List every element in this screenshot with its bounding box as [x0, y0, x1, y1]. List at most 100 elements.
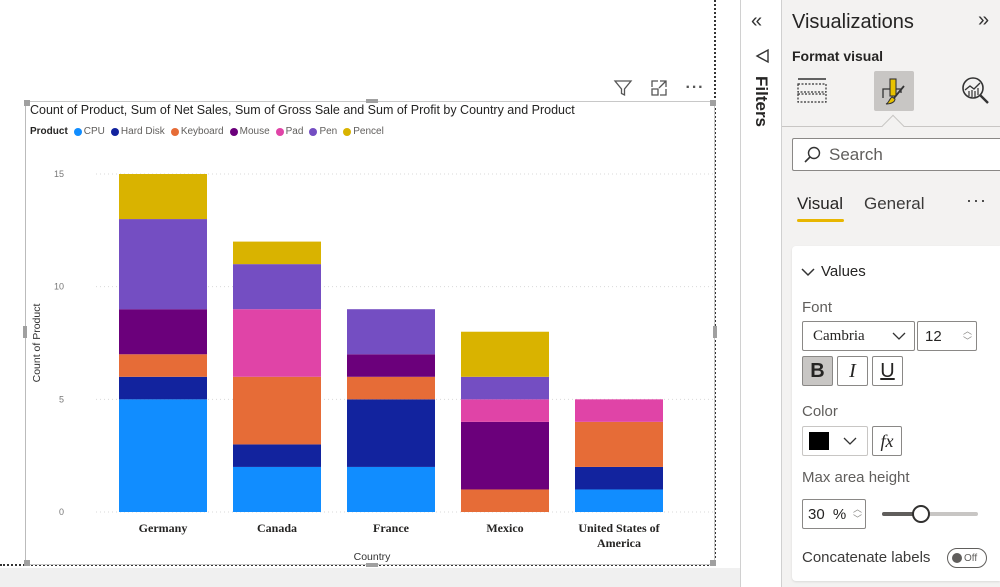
legend-label: Pad: [285, 126, 304, 137]
bar-segment[interactable]: [575, 466, 663, 490]
legend-marker: [73, 127, 82, 136]
y-axis-label: Count of Product: [31, 304, 43, 383]
bar-segment[interactable]: [347, 354, 435, 377]
values-header-label: Values: [821, 263, 866, 280]
underline-button[interactable]: U: [872, 356, 903, 386]
max-area-spin-buttons[interactable]: ︿ ﹀: [853, 504, 862, 524]
chevron-down-icon[interactable]: ﹀: [962, 336, 972, 346]
subtab-general[interactable]: General: [864, 194, 925, 213]
subtab-visual[interactable]: Visual: [797, 194, 843, 213]
legend-marker: [309, 127, 318, 136]
resize-handle-top-left[interactable]: [24, 100, 30, 106]
legend-item[interactable]: Pad: [275, 126, 304, 137]
resize-handle-top[interactable]: [366, 99, 378, 103]
bar-segment[interactable]: [347, 309, 435, 355]
resize-handle-bottom-left[interactable]: [24, 560, 30, 566]
legend-title: Product: [30, 126, 68, 137]
legend-marker: [110, 127, 119, 136]
bar-segment[interactable]: [119, 376, 207, 400]
bar-segment[interactable]: [347, 376, 435, 400]
format-visual-tab[interactable]: [874, 71, 914, 111]
font-size-spin-buttons[interactable]: ︿ ﹀: [963, 326, 972, 346]
bar-segment[interactable]: [461, 331, 549, 377]
bar-segment[interactable]: [233, 241, 321, 265]
slider-track: [882, 512, 978, 516]
max-area-unit: %: [832, 505, 847, 523]
bold-button[interactable]: B: [802, 356, 833, 386]
conditional-formatting-fx-button[interactable]: fx: [872, 426, 902, 456]
legend-label: CPU: [83, 126, 105, 137]
bar-segment[interactable]: [575, 421, 663, 467]
format-visual-label: Format visual: [792, 48, 884, 64]
font-family-dropdown[interactable]: Cambria: [802, 321, 915, 351]
search-icon: [804, 146, 821, 163]
color-picker[interactable]: [802, 426, 868, 456]
bar-segment[interactable]: [233, 309, 321, 377]
bar-segment[interactable]: [233, 466, 321, 512]
color-label: Color: [802, 403, 838, 420]
chart-plot: 0 5 10 15 Count of Product Germany Canada Franc…: [31, 169, 714, 563]
max-area-number: 30: [808, 505, 825, 523]
bar-segment[interactable]: [575, 489, 663, 512]
bar-segment[interactable]: [119, 399, 207, 512]
analytics-tab[interactable]: [956, 71, 996, 111]
filter-icon[interactable]: [612, 77, 634, 99]
bar-segment[interactable]: [233, 264, 321, 310]
bar-segment[interactable]: [347, 466, 435, 512]
bar-segment[interactable]: [461, 489, 549, 512]
font-size-stepper[interactable]: 12 ︿ ﹀: [917, 321, 977, 351]
filter-icon[interactable]: [754, 48, 770, 69]
x-tick-label: Mexico: [486, 521, 523, 535]
legend-label: Hard Disk: [120, 126, 165, 137]
y-tick-label: 15: [54, 169, 64, 179]
legend-item[interactable]: CPU: [73, 126, 105, 137]
legend-item[interactable]: Hard Disk: [110, 126, 165, 137]
italic-button[interactable]: I: [837, 356, 868, 386]
stacked-column-chart-visual[interactable]: Count of Product, Sum of Net Sales, Sum …: [23, 99, 717, 567]
bar-segment[interactable]: [575, 399, 663, 422]
legend-item[interactable]: Pencel: [343, 126, 384, 137]
legend-item[interactable]: Mouse: [229, 126, 270, 137]
bar-segment[interactable]: [461, 421, 549, 490]
resize-handle-top-right[interactable]: [710, 100, 716, 106]
chevron-up-icon[interactable]: ︿: [962, 326, 972, 336]
resize-handle-bottom-right[interactable]: [710, 560, 716, 566]
legend-marker: [229, 127, 238, 136]
bar-segment[interactable]: [119, 354, 207, 377]
legend-item[interactable]: Pen: [309, 126, 337, 137]
max-area-height-slider[interactable]: [882, 504, 978, 524]
bar-segment[interactable]: [119, 309, 207, 355]
bar-segment[interactable]: [119, 174, 207, 220]
focus-mode-icon[interactable]: [648, 77, 670, 99]
more-options-icon[interactable]: ···: [966, 190, 987, 210]
color-swatch: [809, 432, 829, 450]
bar-segment[interactable]: [347, 399, 435, 467]
resize-handle-right[interactable]: [713, 326, 717, 338]
search-input[interactable]: [829, 144, 989, 165]
more-options-button[interactable]: ···: [684, 77, 706, 99]
max-area-height-stepper[interactable]: 30 % ︿ ﹀: [802, 499, 866, 529]
bar-segment[interactable]: [461, 376, 549, 400]
collapse-filters-icon[interactable]: «: [751, 10, 763, 32]
search-box[interactable]: [792, 138, 1000, 171]
concatenate-labels-toggle[interactable]: Off: [947, 548, 987, 568]
legend-item[interactable]: Keyboard: [170, 126, 224, 137]
concatenate-labels-label: Concatenate labels: [802, 549, 931, 566]
slider-thumb[interactable]: [911, 505, 930, 523]
report-canvas[interactable]: ··· Count of Product, Sum of Net Sales, …: [0, 0, 717, 567]
x-tick-label: France: [373, 521, 410, 535]
legend-marker: [170, 127, 179, 136]
build-visual-tab[interactable]: [792, 71, 832, 111]
bar-segment[interactable]: [233, 444, 321, 467]
filters-label[interactable]: Filters: [752, 76, 771, 128]
chevron-down-icon[interactable]: ﹀: [852, 514, 862, 524]
bar-segment[interactable]: [119, 219, 207, 310]
font-label: Font: [802, 299, 833, 316]
resize-handle-bottom[interactable]: [366, 563, 378, 567]
bar-segment[interactable]: [461, 399, 549, 422]
collapse-visualizations-icon[interactable]: »: [978, 9, 990, 31]
resize-handle-left[interactable]: [23, 326, 27, 338]
chevron-up-icon[interactable]: ︿: [852, 504, 862, 514]
bar-segment[interactable]: [233, 376, 321, 445]
values-section-header[interactable]: Values: [801, 263, 866, 280]
